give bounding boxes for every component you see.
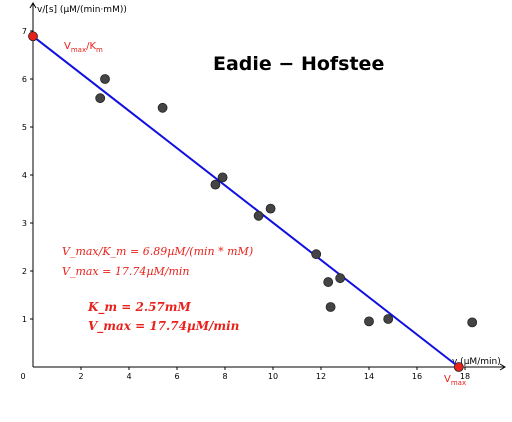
data-point (265, 203, 276, 214)
x-tick-label: 2 (78, 372, 83, 381)
y-tick-label: 4 (22, 171, 27, 180)
fit-line-group (32, 35, 460, 368)
x-axis-arrow (499, 363, 506, 371)
x-tick-label: 0 (20, 372, 25, 381)
data-point (253, 210, 264, 221)
x-tick-label: 14 (364, 372, 374, 381)
data-points (95, 74, 478, 328)
fit-line (32, 35, 460, 368)
endpoint-markers (28, 31, 464, 372)
vmax-label: Vmax (444, 374, 466, 387)
axes (29, 2, 506, 371)
x-tick-label: 10 (268, 372, 278, 381)
data-point (157, 102, 168, 113)
data-point (467, 317, 478, 328)
data-point (335, 273, 346, 284)
y-axis-label: v/[s] (µM/(min·mM)) (37, 5, 127, 15)
data-point (95, 93, 106, 104)
x-tick-label: 6 (174, 372, 179, 381)
y-tick-label: 5 (22, 123, 27, 132)
y-tick-label: 6 (22, 75, 27, 84)
x-axis-label: v (µM/min) (452, 357, 501, 367)
vmax-over-km-label: Vmax/Km (64, 41, 103, 54)
x-tick-label: 8 (222, 372, 227, 381)
data-point (100, 74, 110, 84)
data-point (383, 314, 394, 324)
km-result: K_m = 2.57mM (87, 300, 191, 315)
y-tick-label: 1 (22, 315, 27, 324)
data-point (364, 316, 374, 327)
vmax-formula: V_max = 17.74µM/min (62, 265, 190, 278)
vmax-result: V_max = 17.74µM/min (88, 319, 239, 334)
data-point (210, 179, 221, 190)
x-tick-label: 4 (126, 372, 131, 381)
x-tick-label: 16 (412, 372, 422, 381)
y-tick-label: 3 (22, 219, 27, 228)
x-tick-label: 12 (316, 372, 326, 381)
endpoint-marker (453, 362, 464, 372)
chart-title: Eadie − Hofstee (213, 53, 384, 75)
data-point (217, 172, 228, 183)
data-point (311, 249, 322, 260)
data-point (323, 277, 334, 287)
ratio-formula: V_max/K_m = 6.89µM/(min * mM) (62, 245, 253, 258)
y-tick-label: 7 (22, 27, 27, 36)
y-tick-label: 2 (22, 267, 27, 276)
data-point (325, 302, 336, 312)
x-tick-label: 18 (460, 372, 470, 381)
y-axis-arrow (29, 2, 37, 9)
endpoint-marker (28, 31, 38, 42)
